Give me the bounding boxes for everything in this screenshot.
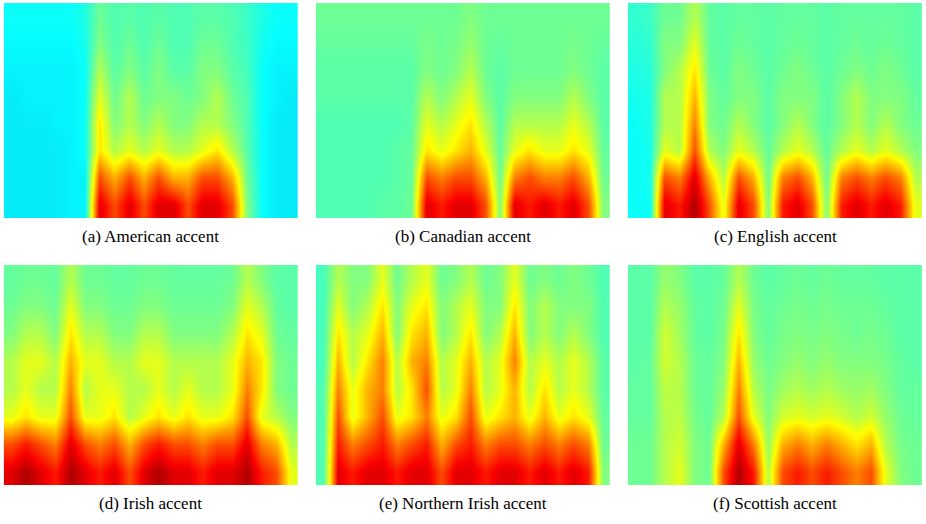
svg-text:(d) Irish accent: (d) Irish accent xyxy=(99,494,202,513)
svg-text:(e) Northern Irish accent: (e) Northern Irish accent xyxy=(379,494,547,513)
svg-text:(b) Canadian accent: (b) Canadian accent xyxy=(395,227,531,246)
svg-text:(a) American accent: (a) American accent xyxy=(82,227,219,246)
svg-text:(c) English accent: (c) English accent xyxy=(714,227,837,246)
svg-text:(f) Scottish accent: (f) Scottish accent xyxy=(713,494,837,513)
